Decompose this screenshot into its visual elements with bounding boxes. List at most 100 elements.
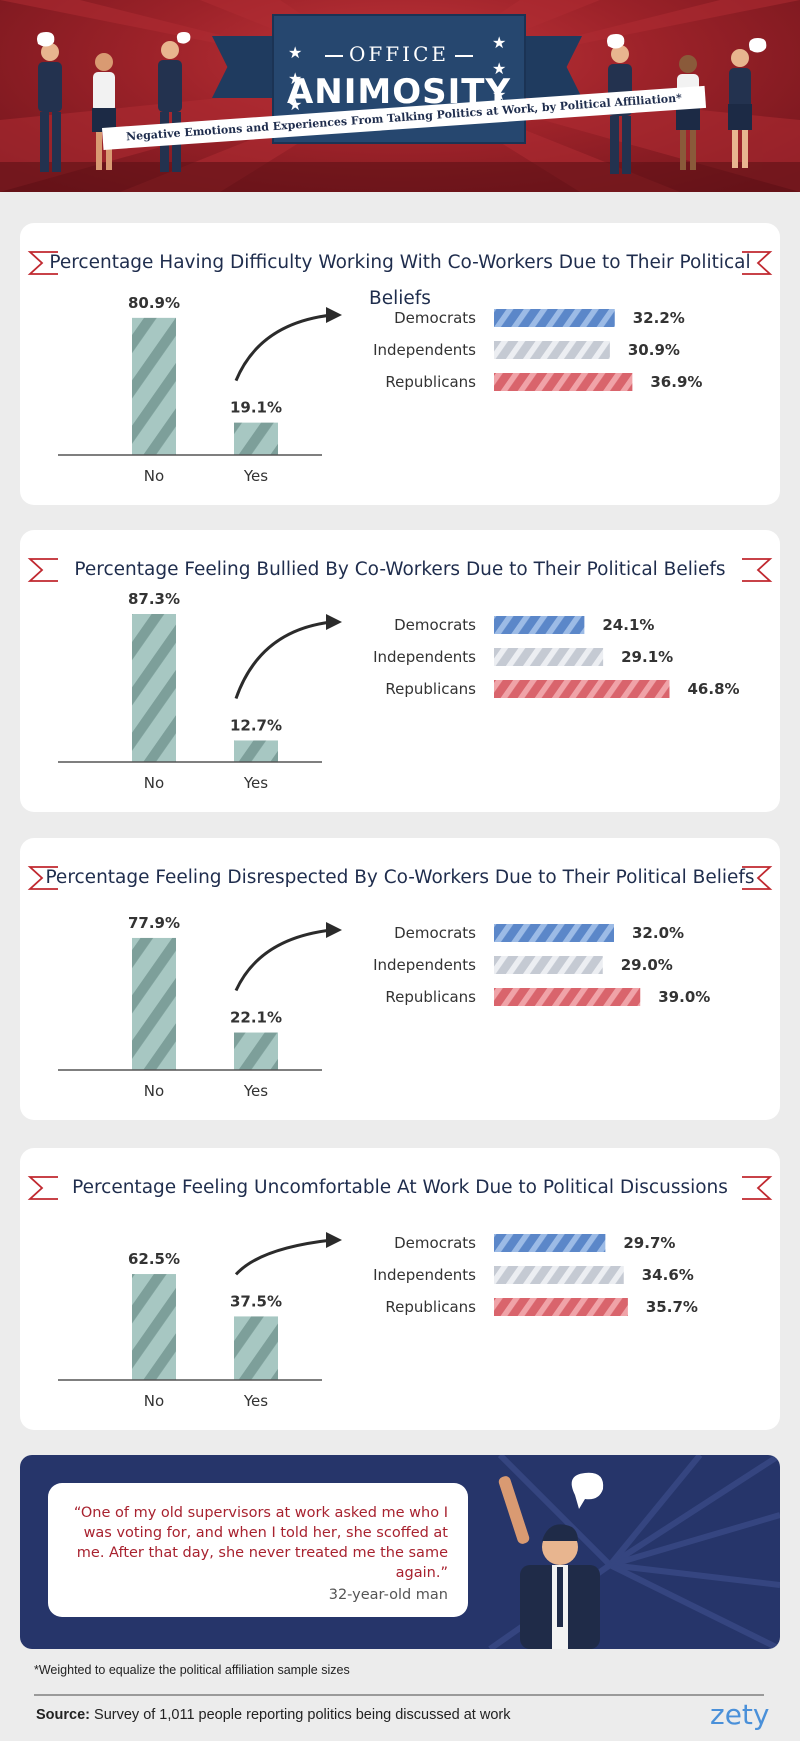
quote-author: 32-year-old man [328, 1587, 448, 1603]
affiliation-label: Democrats [394, 1234, 476, 1252]
bar-value-label: 62.5% [128, 1250, 180, 1268]
source-label: Source: [36, 1707, 90, 1723]
star-icon: ★ [492, 35, 507, 52]
bar-republicans [494, 373, 633, 391]
header-banner: OFFICE ANIMOSITY ★ ★ ★ ★ ★ ★ Negative Em… [0, 0, 800, 192]
bar-republicans [494, 988, 641, 1006]
ribbon-right-icon [742, 866, 773, 890]
affiliation-value-label: 29.0% [621, 956, 673, 974]
affiliation-value-label: 24.1% [602, 616, 654, 634]
bar-independents [494, 341, 610, 359]
chart-card-difficulty: Percentage Having Difficulty Working Wit… [20, 223, 780, 505]
category-label: No [144, 774, 164, 792]
category-label: No [144, 1082, 164, 1100]
star-icon: ★ [288, 45, 303, 62]
ribbon-left-icon [27, 558, 58, 582]
bar-democrats [494, 924, 614, 942]
category-label: No [144, 1392, 164, 1410]
bar-value-label: 77.9% [128, 914, 180, 932]
ribbon-right-icon [742, 251, 773, 275]
arrow-icon [234, 620, 333, 699]
chart-difficulty: 80.9% No 19.1% Yes Democrats 32.2% Independent… [58, 294, 702, 485]
ribbon-right-icon [742, 1176, 773, 1200]
affiliation-label: Independents [373, 956, 476, 974]
bar-republicans [494, 1298, 628, 1316]
bar-no [132, 1274, 176, 1380]
bar-independents [494, 1266, 624, 1284]
chart-title: Percentage Having Difficulty Working Wit… [49, 252, 751, 309]
ribbon-left-icon [27, 251, 58, 275]
bar-yes [234, 422, 278, 455]
category-label: Yes [243, 467, 268, 485]
bar-independents [494, 648, 604, 666]
footnote: *Weighted to equalize the political affi… [34, 1663, 350, 1677]
affiliation-label: Independents [373, 341, 476, 359]
affiliation-value-label: 46.8% [688, 680, 740, 698]
bar-independents [494, 956, 603, 974]
chart-uncomfortable: 62.5% No 37.5% Yes Democrats 29.7% Independent… [58, 1232, 698, 1410]
arrow-head-icon [326, 1232, 342, 1248]
bar-republicans [494, 680, 670, 698]
bar-no [132, 937, 176, 1070]
bar-democrats [494, 616, 585, 634]
bar-value-label: 12.7% [230, 716, 282, 734]
affiliation-label: Republicans [385, 988, 476, 1006]
bar-democrats [494, 309, 615, 327]
ribbon-left-icon [27, 1176, 58, 1200]
quote-bubble: “One of my old supervisors at work asked… [48, 1483, 468, 1617]
affiliation-label: Republicans [385, 1298, 476, 1316]
affiliation-value-label: 35.7% [646, 1298, 698, 1316]
affiliation-value-label: 29.1% [621, 648, 673, 666]
bar-value-label: 80.9% [128, 294, 180, 312]
star-icon: ★ [492, 61, 507, 78]
affiliation-label: Republicans [385, 680, 476, 698]
affiliation-label: Democrats [394, 924, 476, 942]
quote-panel: “One of my old supervisors at work asked… [20, 1455, 780, 1649]
affiliation-value-label: 29.7% [623, 1234, 675, 1252]
bar-no [132, 614, 176, 762]
affiliation-value-label: 32.0% [632, 924, 684, 942]
source-text: Survey of 1,011 people reporting politic… [94, 1707, 511, 1723]
bar-value-label: 37.5% [230, 1292, 282, 1310]
affiliation-label: Independents [373, 1266, 476, 1284]
affiliation-value-label: 39.0% [658, 988, 710, 1006]
category-label: No [144, 467, 164, 485]
chart-title: Percentage Feeling Disrespected By Co-Wo… [45, 867, 755, 888]
category-label: Yes [243, 774, 268, 792]
bar-no [132, 317, 176, 455]
bar-yes [234, 1316, 278, 1380]
affiliation-label: Democrats [394, 616, 476, 634]
footer-divider [34, 1694, 764, 1696]
star-icon: ★ [288, 97, 303, 114]
coworkers-right-illustration [607, 34, 767, 174]
arrow-head-icon [326, 922, 342, 938]
chart-card-bullied: Percentage Feeling Bullied By Co-Workers… [20, 530, 780, 812]
affiliation-value-label: 36.9% [650, 373, 702, 391]
coworkers-left-illustration [37, 32, 191, 172]
chart-title: Percentage Feeling Bullied By Co-Workers… [74, 559, 726, 580]
ribbon-left-icon [27, 866, 58, 890]
title-office: OFFICE [274, 42, 524, 66]
affiliation-value-label: 34.6% [642, 1266, 694, 1284]
chart-title: Percentage Feeling Uncomfortable At Work… [72, 1177, 728, 1198]
affiliation-value-label: 32.2% [633, 309, 685, 327]
chart-disrespected: 77.9% No 22.1% Yes Democrats 32.0% Independent… [58, 914, 710, 1100]
bar-value-label: 19.1% [230, 399, 282, 417]
bar-yes [234, 740, 278, 762]
category-label: Yes [243, 1392, 268, 1410]
bar-democrats [494, 1234, 606, 1252]
brand-logo: zety [710, 1698, 770, 1731]
arrow-icon [234, 1238, 333, 1276]
ribbon-right-icon [742, 558, 773, 582]
chart-card-disrespected: Percentage Feeling Disrespected By Co-Wo… [20, 838, 780, 1120]
arrow-icon [234, 928, 333, 992]
bar-yes [234, 1032, 278, 1070]
star-icon: ★ [288, 71, 303, 88]
arrow-head-icon [326, 614, 342, 630]
bar-value-label: 22.1% [230, 1009, 282, 1027]
arrow-head-icon [326, 307, 342, 323]
affiliation-label: Democrats [394, 309, 476, 327]
source-line: Source: Survey of 1,011 people reporting… [36, 1707, 510, 1723]
chart-card-uncomfortable: Percentage Feeling Uncomfortable At Work… [20, 1148, 780, 1430]
affiliation-value-label: 30.9% [628, 341, 680, 359]
